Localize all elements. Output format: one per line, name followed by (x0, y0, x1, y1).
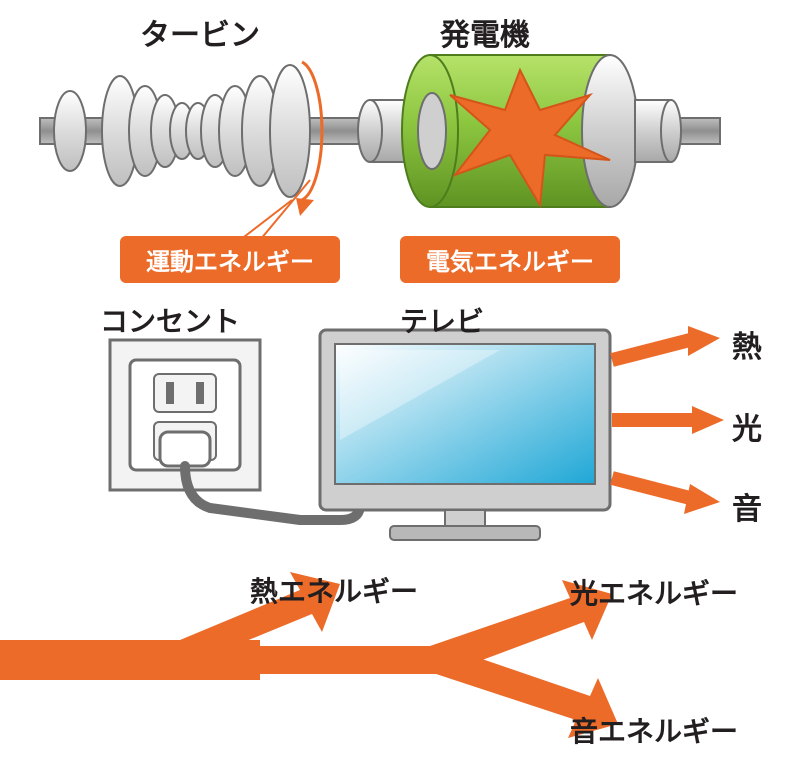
turbine-title: タービン (140, 10, 260, 54)
flow-sound: 音エネルギー (570, 710, 738, 750)
output-light: 光 (732, 404, 762, 448)
output-heat: 熱 (732, 322, 762, 366)
kinetic-badge: 運動エネルギー (120, 236, 340, 283)
outlet-title: コンセント (100, 300, 240, 340)
tv-shape (320, 330, 610, 540)
tv-title: テレビ (400, 300, 484, 340)
diagram-stage: タービン 発電機 コンセント テレビ 運動エネルギー 電気エネルギー 熱 光 音… (0, 0, 804, 760)
flow-light: 光エネルギー (570, 572, 738, 612)
flow-heat: 熱エネルギー (250, 570, 418, 610)
generator-title: 発電機 (440, 10, 530, 54)
electric-badge: 電気エネルギー (400, 236, 620, 283)
output-sound: 音 (732, 484, 762, 528)
turbine-shape (102, 65, 310, 197)
tv-output-arrows (612, 326, 724, 514)
diagram-svg (0, 0, 804, 760)
